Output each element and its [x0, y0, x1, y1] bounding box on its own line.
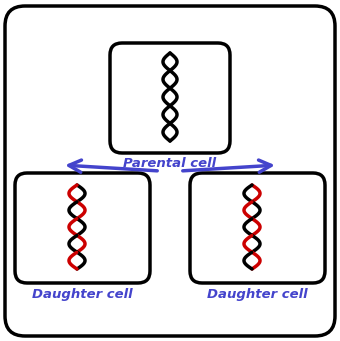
- Text: Daughter cell: Daughter cell: [207, 288, 307, 301]
- FancyBboxPatch shape: [110, 43, 230, 153]
- Text: Parental cell: Parental cell: [123, 157, 217, 170]
- FancyBboxPatch shape: [190, 173, 325, 283]
- FancyBboxPatch shape: [15, 173, 150, 283]
- FancyBboxPatch shape: [5, 6, 335, 336]
- Text: Daughter cell: Daughter cell: [32, 288, 132, 301]
